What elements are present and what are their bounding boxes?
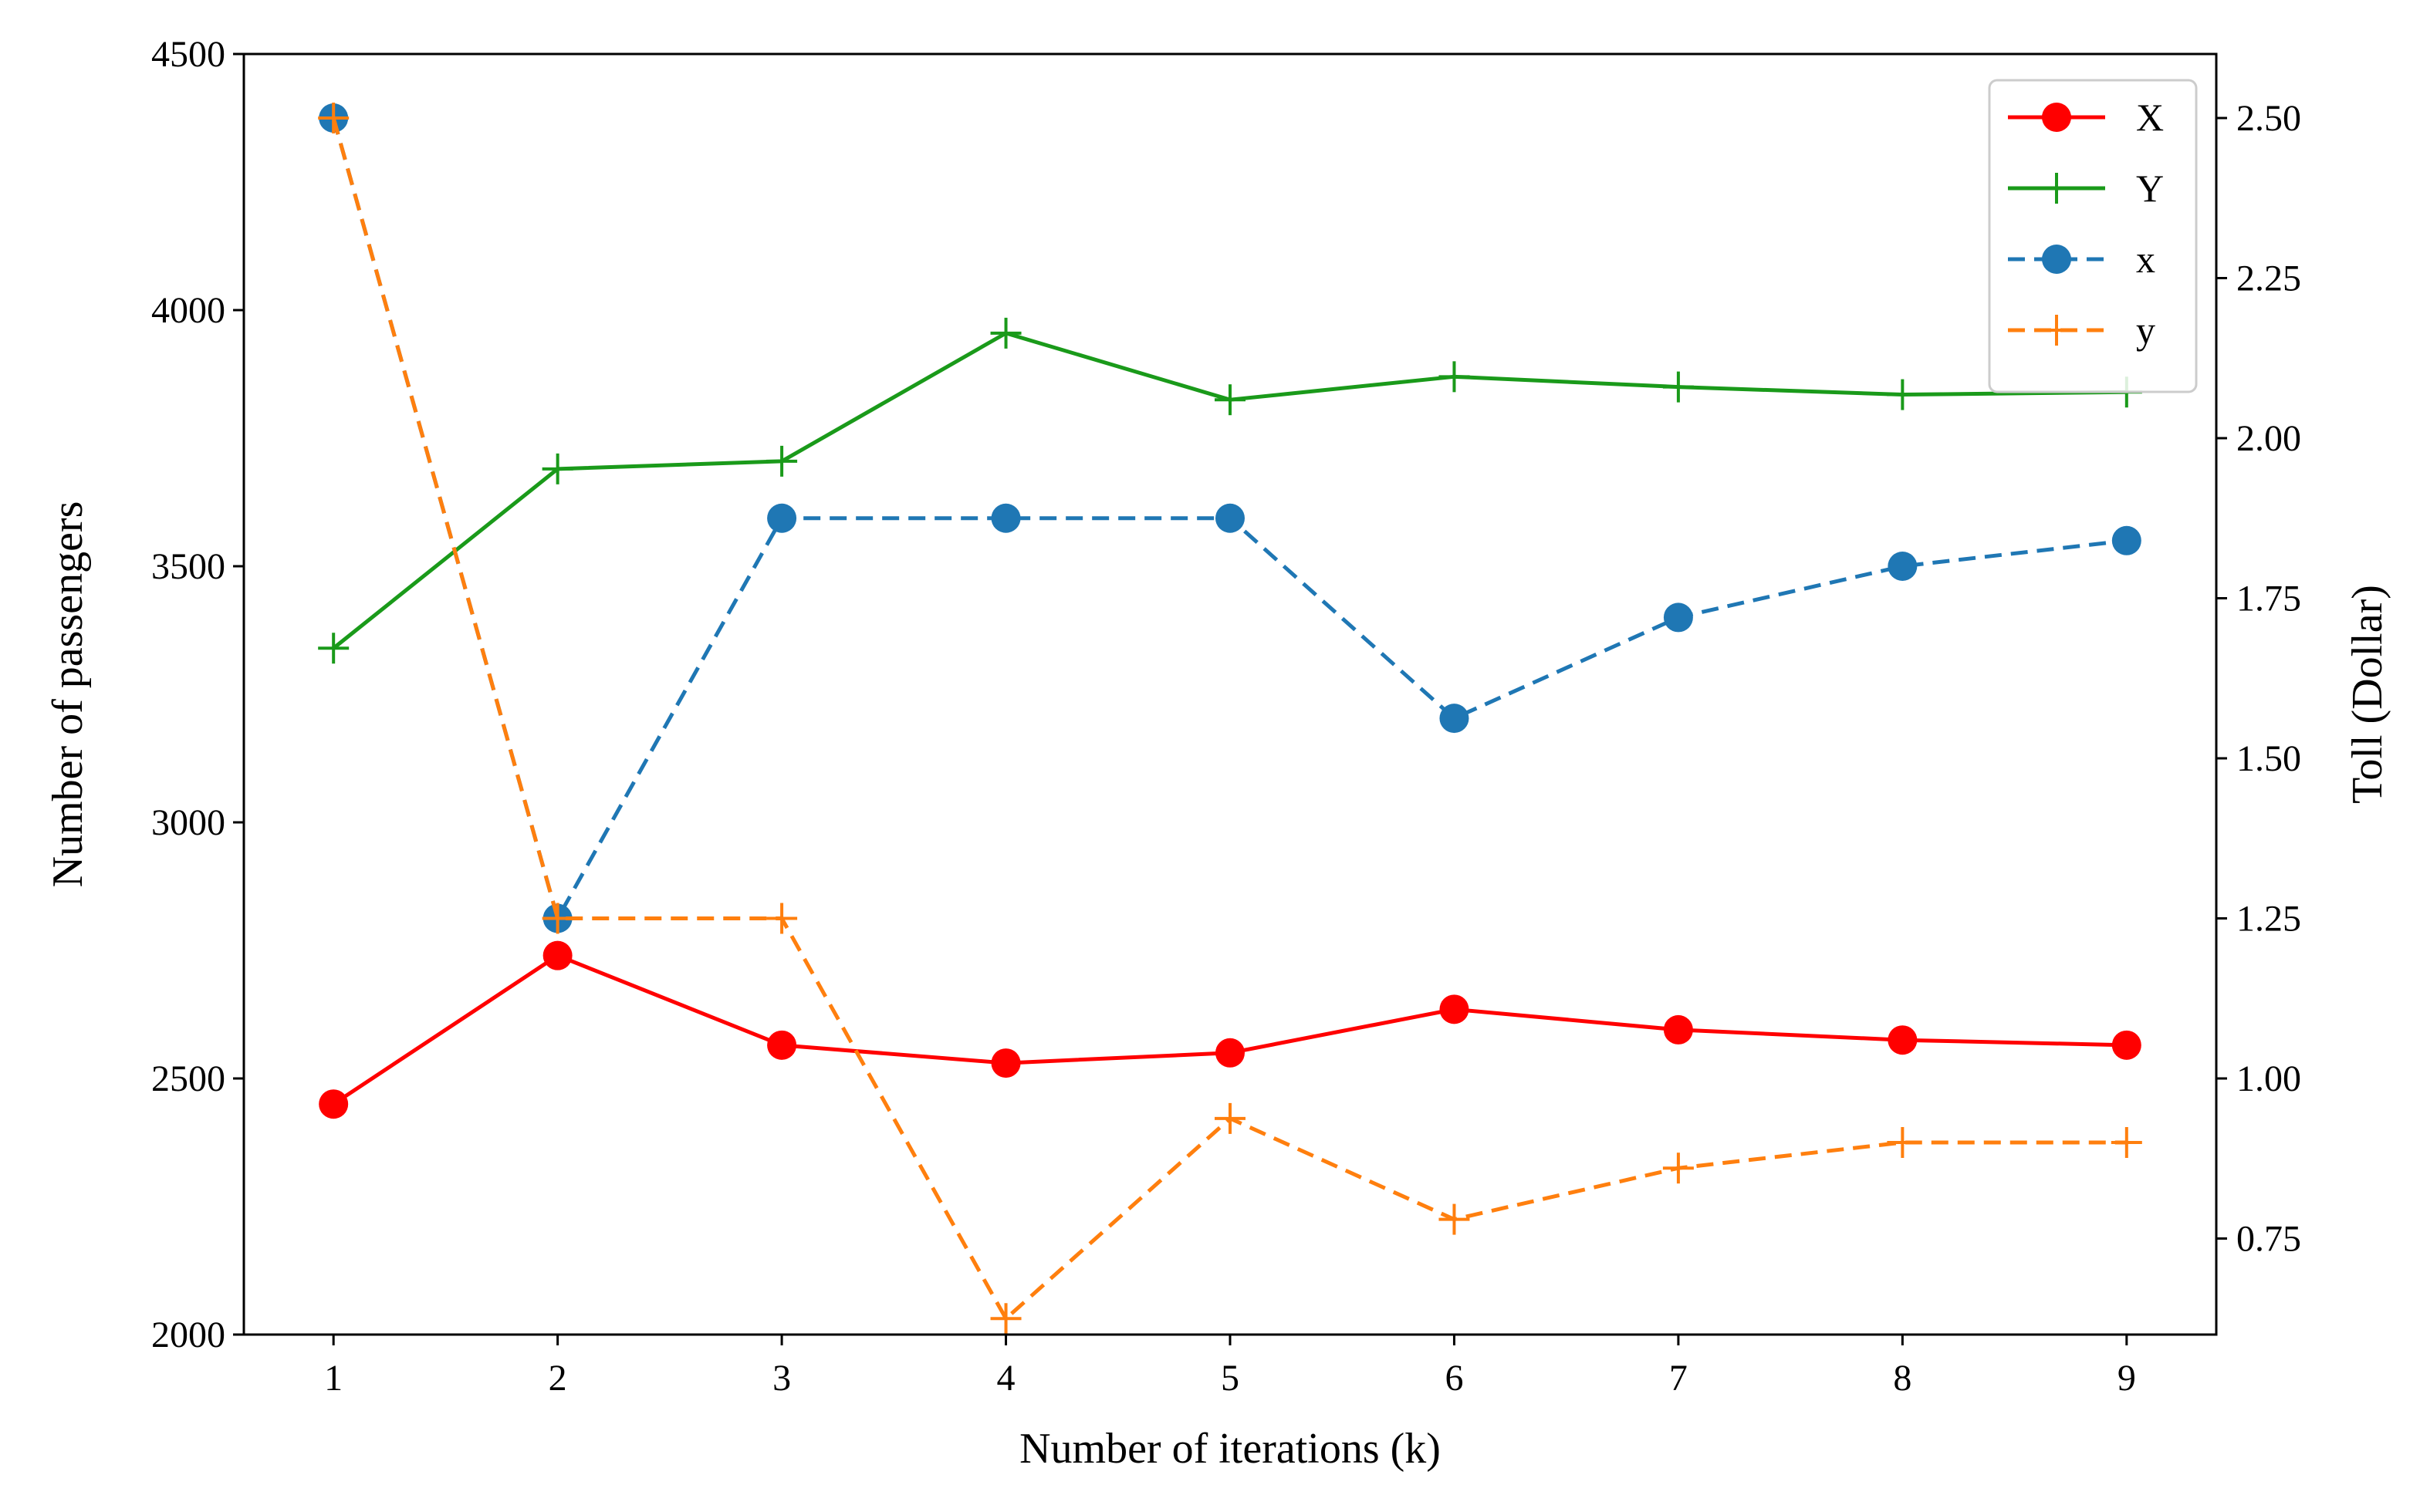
x-tick-label: 3 <box>772 1358 791 1399</box>
series-y <box>318 103 2142 1335</box>
data-point-y <box>1887 1127 1918 1158</box>
x-axis-label: Number of iterations (k) <box>1019 1425 1441 1473</box>
y2-tick-label: 0.75 <box>2236 1219 2301 1260</box>
data-point-Y <box>318 633 350 664</box>
data-point-x <box>1663 602 1693 633</box>
data-point-X <box>319 1089 349 1119</box>
legend-label-x: x <box>2136 238 2155 281</box>
data-point-y <box>1662 1153 1694 1184</box>
y2-tick-label: 1.75 <box>2236 579 2301 619</box>
data-point-y <box>990 1303 1022 1335</box>
data-point-x <box>767 503 797 533</box>
y2-axis-label: Toll (Dollar) <box>2344 585 2391 804</box>
series-Y <box>318 317 2142 664</box>
legend-label-Y: Y <box>2136 167 2164 210</box>
y2-tick-label: 1.25 <box>2236 899 2301 940</box>
y2-tick-label: 2.25 <box>2236 258 2301 299</box>
data-point-x <box>1439 704 1469 734</box>
y-tick-label: 4500 <box>151 34 225 75</box>
y2-tick-label: 1.00 <box>2236 1058 2301 1099</box>
data-point-Y <box>542 453 573 484</box>
legend-entry-x: x <box>2008 238 2155 281</box>
data-point-X <box>991 1048 1021 1078</box>
data-point-X <box>1888 1025 1918 1055</box>
legend-marker-X <box>2042 103 2071 132</box>
legend-label-X: X <box>2136 96 2164 139</box>
data-point-Y <box>1215 384 1245 416</box>
y-tick-label: 2500 <box>151 1058 225 1099</box>
y-tick-label: 4000 <box>151 290 225 331</box>
data-point-X <box>1215 1038 1245 1068</box>
legend-marker-Y <box>2041 173 2072 204</box>
x-tick-label: 7 <box>1669 1358 1688 1399</box>
data-point-Y <box>766 445 798 477</box>
x-tick-label: 2 <box>549 1358 567 1399</box>
data-point-X <box>767 1030 797 1060</box>
legend-marker-x <box>2042 245 2071 274</box>
x-tick-label: 1 <box>324 1358 343 1399</box>
data-point-y <box>1438 1203 1470 1235</box>
series-layer <box>318 103 2142 1335</box>
data-point-y <box>318 103 350 133</box>
data-point-X <box>1439 994 1469 1024</box>
data-point-X <box>2111 1030 2141 1060</box>
legend-label-y: y <box>2136 309 2155 352</box>
data-point-x <box>2111 525 2141 555</box>
data-point-Y <box>1887 379 1918 410</box>
y2-tick-label: 2.50 <box>2236 98 2301 139</box>
data-point-y <box>1215 1102 1245 1134</box>
legend-box <box>1988 79 2198 393</box>
data-point-x <box>1888 552 1918 581</box>
data-point-X <box>542 940 573 970</box>
y-tick-label: 3500 <box>151 546 225 587</box>
y2-tick-label: 1.50 <box>2236 738 2301 779</box>
legend-marker-y <box>2041 315 2072 346</box>
legend-entry-Y: Y <box>2008 167 2164 210</box>
data-point-Y <box>1438 361 1470 393</box>
x-tick-label: 5 <box>1221 1358 1239 1399</box>
series-X <box>319 940 2141 1119</box>
data-point-Y <box>1662 371 1694 403</box>
data-point-y <box>542 903 573 934</box>
x-tick-label: 9 <box>2118 1358 2136 1399</box>
y2-tick-label: 2.00 <box>2236 418 2301 459</box>
x-tick-label: 6 <box>1445 1358 1463 1399</box>
ticks: 1 2 3 4 5 6 7 8 9 2000 2500 3000 3500 4000 4500 0.75 1.0… <box>151 34 2301 1399</box>
data-point-x <box>1215 503 1245 533</box>
data-point-x <box>991 503 1021 533</box>
legend-entry-y: y <box>2008 309 2155 352</box>
data-point-y <box>2111 1127 2142 1158</box>
y-tick-label: 2000 <box>151 1315 225 1355</box>
data-point-y <box>766 903 798 934</box>
x-tick-label: 8 <box>1893 1358 1911 1399</box>
data-point-X <box>1663 1014 1693 1045</box>
y-axis-label: Number of passengers <box>44 501 92 888</box>
y-tick-label: 3000 <box>151 802 225 843</box>
legend-entry-X: X <box>2008 96 2164 139</box>
data-point-Y <box>990 317 1022 349</box>
x-tick-label: 4 <box>997 1358 1016 1399</box>
